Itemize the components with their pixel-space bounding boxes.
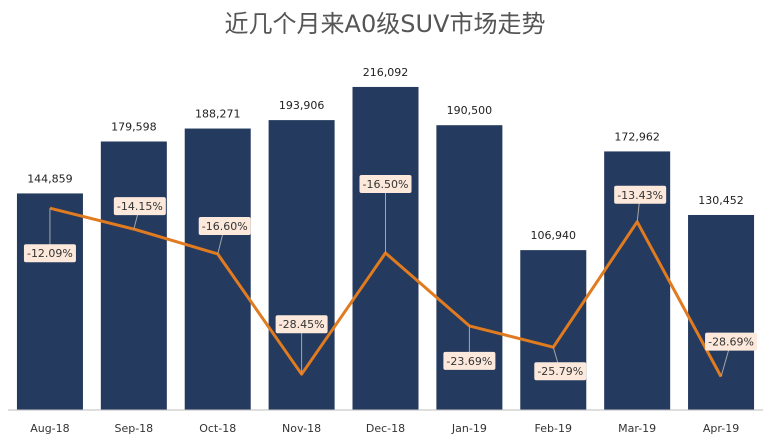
- x-tick-label: Apr-19: [703, 422, 739, 435]
- line-value-label: -23.69%: [446, 355, 492, 368]
- line-label-box: [275, 315, 328, 334]
- x-tick-label: Aug-18: [30, 422, 69, 435]
- x-axis: Aug-18 Sep-18 Oct-18 Nov-18 Dec-18 Jan-19 Feb-…: [8, 409, 763, 435]
- bar-value-label: 216,092: [363, 66, 409, 79]
- bar-value-label: 144,859: [27, 172, 73, 185]
- bar: [520, 250, 587, 410]
- x-tick-label: Feb-19: [535, 422, 572, 435]
- line-label-box: [614, 185, 667, 204]
- line-label-box: [443, 351, 496, 370]
- x-tick-label: Nov-18: [282, 422, 321, 435]
- line-value-label: -28.45%: [279, 318, 325, 331]
- line-value-label: -14.15%: [117, 200, 163, 213]
- bar-value-label: 190,500: [447, 104, 493, 117]
- bar-value-label: 130,452: [698, 194, 744, 207]
- line-label-box: [359, 174, 412, 193]
- bar-value-labels: 144,859 179,598 188,271 193,906 216,092 190,5…: [27, 66, 744, 242]
- bar: [184, 128, 251, 410]
- chart-title: 近几个月来A0级SUV市场走势: [225, 10, 546, 38]
- bar-value-label: 106,940: [531, 229, 577, 242]
- bar: [100, 141, 167, 411]
- line-value-label: -12.09%: [27, 247, 73, 260]
- line-label-box: [113, 197, 166, 216]
- line-value-label: -28.69%: [708, 336, 754, 349]
- bar: [688, 214, 755, 410]
- bar-value-label: 179,598: [111, 121, 157, 134]
- x-tick-label: Mar-19: [618, 422, 656, 435]
- line-label-box: [198, 216, 251, 235]
- line-value-label: -16.60%: [202, 220, 248, 233]
- bar-value-label: 188,271: [195, 108, 241, 121]
- line-label-box: [705, 332, 758, 351]
- x-tick-label: Sep-18: [114, 422, 153, 435]
- bar-value-label: 193,906: [279, 99, 325, 112]
- line-value-label: -25.79%: [537, 365, 583, 378]
- x-tick-label: Dec-18: [366, 422, 405, 435]
- line-value-label: -16.50%: [363, 178, 409, 191]
- line-label-box: [23, 244, 76, 263]
- x-tick-label: Jan-19: [451, 422, 487, 435]
- line-label-box: [534, 362, 587, 381]
- line-value-label: -13.43%: [617, 189, 663, 202]
- bar-value-label: 172,962: [614, 130, 660, 143]
- x-tick-label: Oct-18: [199, 422, 236, 435]
- line-value-labels: -12.09% -14.15% -16.60% -28.45% -16.50% -23.6…: [23, 174, 758, 381]
